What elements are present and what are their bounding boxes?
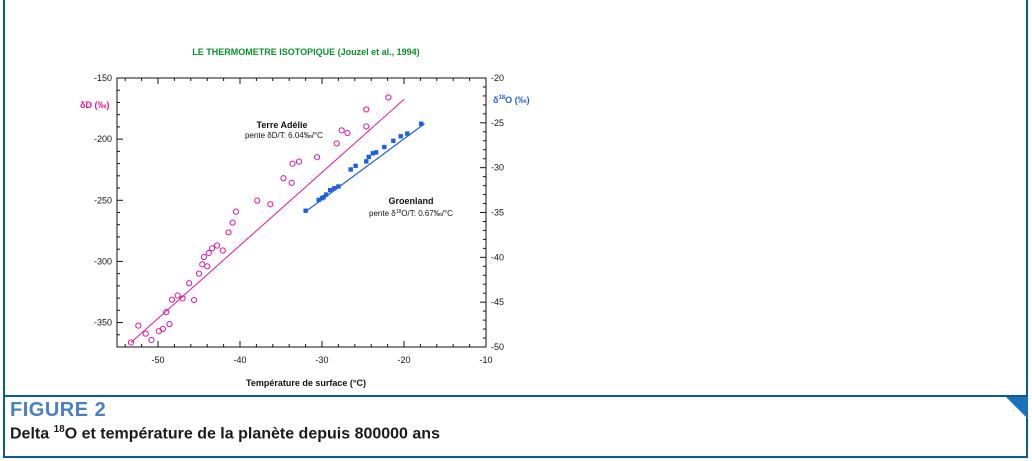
corner-tab bbox=[1006, 397, 1028, 419]
groenland-point bbox=[336, 184, 341, 189]
y-right-tick-label: -50 bbox=[491, 342, 504, 352]
terre-adelie-fit-line bbox=[130, 99, 405, 343]
groenland-point bbox=[303, 208, 308, 213]
terre-adelie-point bbox=[179, 295, 186, 302]
caption-divider bbox=[3, 395, 1028, 458]
groenland-point bbox=[353, 163, 358, 169]
terre-adelie-slope: pente δD/T: 6.04‰/°C bbox=[245, 131, 323, 140]
terre-adelie-point bbox=[254, 197, 261, 204]
terre-adelie-point bbox=[163, 309, 170, 316]
terre-adelie-point bbox=[195, 270, 203, 277]
terre-adelie-point bbox=[313, 154, 321, 161]
x-tick-label: -30 bbox=[315, 355, 328, 365]
terre-adelie-point bbox=[225, 229, 232, 236]
groenland-point bbox=[332, 186, 337, 191]
terre-adelie-point bbox=[166, 321, 173, 328]
x-tick-label: -40 bbox=[233, 355, 246, 365]
y-left-label: δD (‰) bbox=[80, 100, 109, 110]
terre-adelie-point bbox=[288, 179, 295, 186]
terre-adelie-point bbox=[267, 201, 274, 208]
terre-adelie-point bbox=[199, 261, 206, 268]
terre-adelie-point bbox=[200, 253, 208, 261]
groenland-point bbox=[391, 138, 396, 143]
groenland-point bbox=[321, 195, 326, 200]
groenland-point bbox=[419, 121, 424, 126]
y-left-tick-label: -200 bbox=[94, 134, 112, 144]
y-right-tick-label: -35 bbox=[491, 208, 504, 218]
terre-adelie-point bbox=[333, 140, 340, 147]
terre-adelie-point bbox=[159, 325, 167, 333]
groenland-slope: pente δ18O/T: 0.67‰/°C bbox=[369, 209, 453, 218]
y-left-tick-label: -350 bbox=[94, 318, 112, 328]
axis-ticks: -50 -40 -30 -20 -10 -150 -200 -250 -300 -350 -20 -2… bbox=[94, 73, 504, 365]
groenland-point bbox=[405, 131, 410, 136]
groenland-point bbox=[382, 144, 387, 150]
y-right-tick-label: -30 bbox=[491, 163, 504, 173]
x-tick-label: -20 bbox=[397, 355, 410, 365]
figure-title: Delta 18O et température de la planète d… bbox=[10, 424, 440, 443]
groenland-point bbox=[328, 187, 333, 193]
terre-adelie-point bbox=[344, 129, 351, 137]
figure-number: FIGURE 2 bbox=[10, 399, 107, 421]
y-right-label: δ18O (‰) bbox=[493, 95, 530, 105]
y-right-tick-label: -40 bbox=[491, 252, 504, 262]
figure-frame bbox=[3, 0, 1028, 458]
groenland-point bbox=[323, 192, 329, 197]
terre-adelie-point bbox=[209, 245, 216, 252]
groenland-point bbox=[364, 159, 369, 164]
groenland-point bbox=[366, 154, 371, 160]
terre-adelie-point bbox=[142, 330, 149, 337]
y-right-tick-label: -25 bbox=[491, 118, 504, 128]
groenland-point bbox=[373, 150, 379, 155]
terre-adelie-label: Terre Adélie bbox=[256, 120, 307, 130]
terre-adelie-point bbox=[190, 296, 198, 304]
terre-adelie-point bbox=[135, 322, 142, 329]
terre-adelie-point bbox=[186, 280, 193, 287]
terre-adelie-point bbox=[127, 339, 135, 346]
terre-adelie-point bbox=[204, 263, 211, 270]
terre-adelie-point bbox=[174, 292, 181, 299]
y-left-tick-label: -300 bbox=[94, 256, 112, 266]
groenland-point bbox=[398, 134, 403, 139]
groenland-point bbox=[370, 151, 376, 156]
terre-adelie-point bbox=[229, 219, 236, 226]
terre-adelie-point bbox=[363, 123, 370, 130]
groenland-label: Groenland bbox=[388, 196, 433, 206]
groenland-point bbox=[316, 197, 321, 203]
y-left-tick-label: -250 bbox=[94, 195, 112, 205]
x-axis-label: Température de surface (°C) bbox=[246, 378, 366, 388]
terre-adelie-point bbox=[338, 127, 345, 134]
terre-adelie-point bbox=[219, 247, 226, 254]
y-left-tick-label: -150 bbox=[94, 73, 112, 83]
y-right-tick-label: -45 bbox=[491, 297, 504, 307]
terre-adelie-point bbox=[289, 160, 296, 167]
terre-adelie-point bbox=[168, 296, 176, 303]
groenland-point bbox=[348, 167, 353, 172]
terre-adelie-point bbox=[280, 175, 287, 182]
terre-adelie-point bbox=[232, 208, 239, 215]
terre-adelie-point bbox=[205, 249, 212, 257]
terre-adelie-point bbox=[363, 106, 370, 113]
series-layer bbox=[127, 94, 425, 346]
terre-adelie-point bbox=[148, 336, 155, 344]
terre-adelie-point bbox=[385, 94, 392, 101]
isotope-chart: LE THERMOMETRE ISOTOPIQUE (Jouzel et al.… bbox=[80, 47, 530, 388]
terre-adelie-point bbox=[213, 242, 221, 249]
y-right-tick-label: -20 bbox=[491, 73, 504, 83]
x-tick-label: -10 bbox=[479, 355, 492, 365]
terre-adelie-point bbox=[295, 158, 303, 165]
x-tick-label: -50 bbox=[151, 355, 164, 365]
chart-title: LE THERMOMETRE ISOTOPIQUE (Jouzel et al.… bbox=[192, 47, 419, 57]
